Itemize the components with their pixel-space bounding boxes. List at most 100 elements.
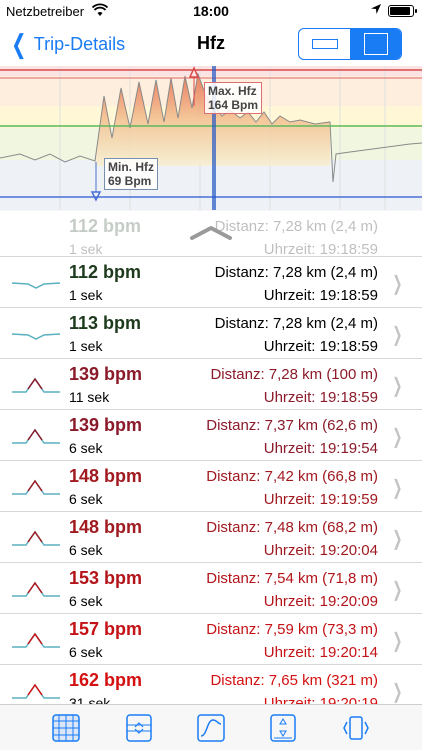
carrier-label: Netzbetreiber <box>6 4 85 19</box>
list-item-bpm: 148 bpm <box>69 466 143 486</box>
bottom-toolbar <box>0 704 422 750</box>
list-item-distance: Distanz: 7,48 km (68,2 m) <box>206 519 378 536</box>
back-button-label: Trip-Details <box>33 33 126 54</box>
list-item-duration: 6 sek <box>69 542 103 558</box>
status-bar: Netzbetreiber 18:00 <box>0 0 422 22</box>
list-item-time: Uhrzeit: 19:19:59 <box>263 491 378 508</box>
full-view-segment[interactable] <box>350 29 401 59</box>
zones-button[interactable] <box>124 713 154 743</box>
markers-icon <box>270 713 297 742</box>
min-heart-rate-value: 69 Bpm <box>108 174 152 188</box>
list-item-distance: Distanz: 7,54 km (71,8 m) <box>206 570 378 587</box>
list-item-distance: Distanz: 7,28 km (2,4 m) <box>214 315 378 332</box>
list-item-distance: Distanz: 7,42 km (66,8 m) <box>206 468 378 485</box>
list-item[interactable]: 113 bpm 1 sek Distanz: 7,28 km (2,4 m) Uhrz… <box>0 307 422 358</box>
faded-list-item: 112 bpm 1 sek Distanz: 7,28 km (2,4 m) U… <box>0 210 422 261</box>
wifi-icon <box>91 3 109 20</box>
page-title: Hfz <box>197 33 225 53</box>
back-button[interactable]: ❮ Trip-Details <box>8 30 125 58</box>
sparkline-icon <box>12 477 60 504</box>
list-item-bpm: 162 bpm <box>69 670 143 690</box>
list-item-bpm: 139 bpm <box>69 415 143 435</box>
list-item[interactable]: 157 bpm 6 sek Distanz: 7,59 km (73,3 m) Uhr… <box>0 613 422 664</box>
list-item-distance: Distanz: 7,28 km (2,4 m) <box>214 264 378 281</box>
chevron-right-icon: ❯ <box>392 324 403 346</box>
list-item-distance: Distanz: 7,59 km (73,3 m) <box>206 621 378 638</box>
faded-duration: 1 sek <box>69 241 103 257</box>
view-mode-segmented-control <box>298 28 402 60</box>
list-item-bpm: 157 bpm <box>69 619 143 639</box>
list-item-duration: 6 sek <box>69 491 103 507</box>
list-item-time: Uhrzeit: 19:18:59 <box>263 338 378 355</box>
list-item[interactable]: 148 bpm 6 sek Distanz: 7,42 km (66,8 m) Uhr… <box>0 460 422 511</box>
max-heart-rate-callout: Max. Hfz 164 Bpm <box>204 82 263 114</box>
compact-view-icon <box>311 39 338 49</box>
sparkline-icon <box>12 630 60 657</box>
sparkline-icon <box>11 273 61 300</box>
faded-distance: Distanz: 7,28 km (2,4 m) <box>214 218 378 235</box>
drag-handle[interactable] <box>188 224 234 242</box>
sparkline-icon <box>12 426 60 453</box>
list-item-time: Uhrzeit: 19:18:59 <box>263 389 378 406</box>
chevron-right-icon: ❯ <box>392 426 403 448</box>
list-item-duration: 6 sek <box>69 440 103 456</box>
chevron-left-icon: ❮ <box>11 29 27 59</box>
list-item[interactable]: 148 bpm 6 sek Distanz: 7,48 km (68,2 m) Uhr… <box>0 511 422 562</box>
chevron-right-icon: ❯ <box>392 375 403 397</box>
faded-time: Uhrzeit: 19:18:59 <box>263 241 378 258</box>
markers-button[interactable] <box>268 713 298 743</box>
list-item-duration: 1 sek <box>69 338 103 354</box>
max-heart-rate-label: Max. Hfz <box>208 84 257 98</box>
curve-icon <box>197 713 225 742</box>
list-item[interactable]: 139 bpm 11 sek Distanz: 7,28 km (100 m) Uhr… <box>0 358 422 409</box>
curve-button[interactable] <box>196 713 226 743</box>
faded-bpm: 112 bpm <box>69 216 142 236</box>
list-item-distance: Distanz: 7,37 km (62,6 m) <box>206 417 378 434</box>
heart-rate-chart[interactable] <box>0 66 422 210</box>
sparkline-icon <box>12 375 60 402</box>
chevron-right-icon: ❯ <box>392 528 403 550</box>
sparkline-icon <box>12 579 60 606</box>
full-view-icon <box>363 33 388 55</box>
list-item-time: Uhrzeit: 19:19:54 <box>263 440 378 457</box>
list-item-duration: 6 sek <box>69 644 103 660</box>
battery-icon <box>388 5 417 17</box>
fit-width-icon <box>342 715 369 740</box>
list-item-duration: 6 sek <box>69 593 103 609</box>
list-item-bpm: 153 bpm <box>69 568 143 588</box>
max-heart-rate-value: 164 Bpm <box>208 98 259 112</box>
list-item-duration: 11 sek <box>69 389 110 405</box>
list-item-time: Uhrzeit: 19:18:59 <box>263 287 378 304</box>
list-item-bpm: 148 bpm <box>69 517 143 537</box>
chevron-right-icon: ❯ <box>392 579 403 601</box>
grid-view-button[interactable] <box>51 713 81 743</box>
chevron-right-icon: ❯ <box>392 273 403 295</box>
zones-icon <box>125 713 152 742</box>
min-heart-rate-label: Min. Hfz <box>108 160 154 174</box>
list-item-time: Uhrzeit: 19:20:14 <box>263 644 378 661</box>
status-time: 18:00 <box>193 3 229 19</box>
list-item-bpm: 113 bpm <box>69 313 142 333</box>
list-item-distance: Distanz: 7,65 km (321 m) <box>210 672 378 689</box>
sparkline-icon <box>12 528 60 555</box>
list-item-bpm: 139 bpm <box>69 364 143 384</box>
chevron-right-icon: ❯ <box>392 477 403 499</box>
list-item-time: Uhrzeit: 19:20:04 <box>263 542 378 559</box>
navigation-bar: ❮ Trip-Details Hfz <box>0 22 422 66</box>
sparkline-icon <box>11 324 61 351</box>
fit-width-button[interactable] <box>341 713 371 743</box>
compact-view-segment[interactable] <box>299 29 350 59</box>
min-heart-rate-callout: Min. Hfz 69 Bpm <box>104 158 158 190</box>
chevron-right-icon: ❯ <box>392 681 403 703</box>
grid-icon <box>52 713 80 742</box>
heart-rate-list: 112 bpm 1 sek Distanz: 7,28 km (2,4 m) Uhrz… <box>0 256 422 715</box>
list-item[interactable]: 153 bpm 6 sek Distanz: 7,54 km (71,8 m) Uhr… <box>0 562 422 613</box>
chevron-right-icon: ❯ <box>392 630 403 652</box>
list-item-time: Uhrzeit: 19:20:09 <box>263 593 378 610</box>
location-arrow-icon <box>370 3 382 18</box>
list-item-bpm: 112 bpm <box>69 262 142 282</box>
list-item[interactable]: 112 bpm 1 sek Distanz: 7,28 km (2,4 m) Uhrz… <box>0 256 422 307</box>
list-item-distance: Distanz: 7,28 km (100 m) <box>210 366 378 383</box>
list-item-duration: 1 sek <box>69 287 103 303</box>
list-item[interactable]: 139 bpm 6 sek Distanz: 7,37 km (62,6 m) Uhr… <box>0 409 422 460</box>
